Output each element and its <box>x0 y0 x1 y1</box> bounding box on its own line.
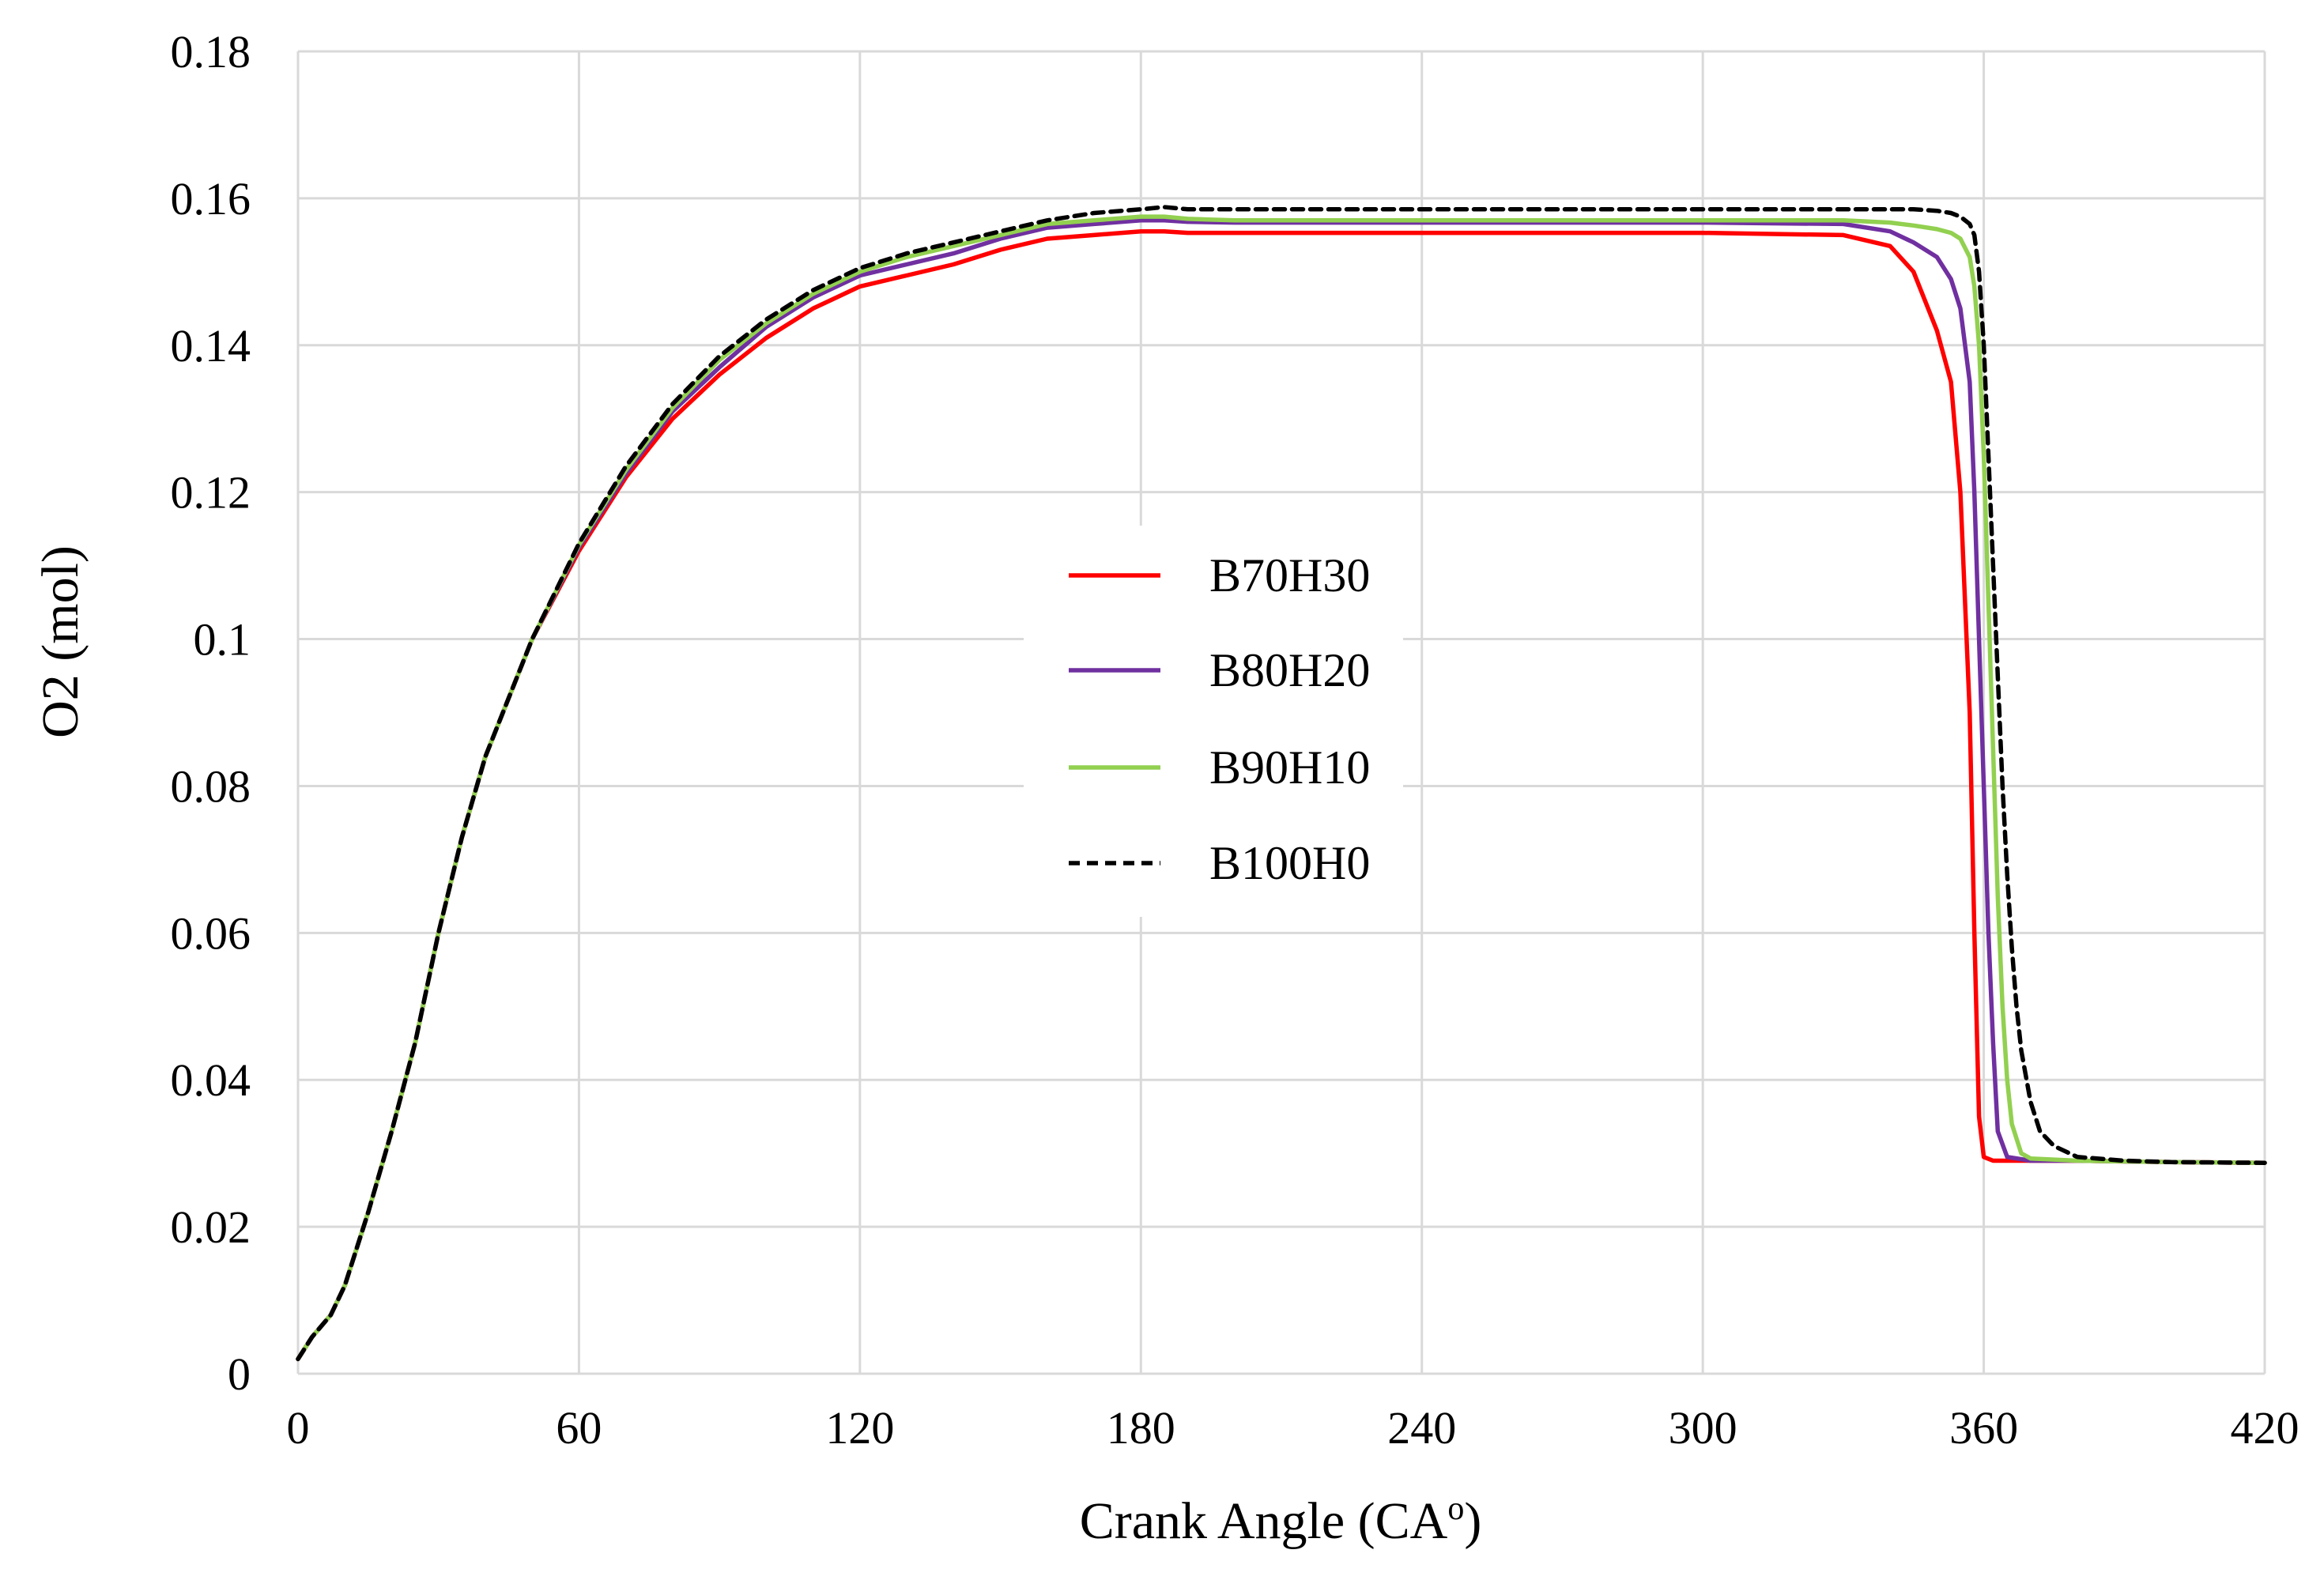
y-tick-label: 0.18 <box>171 26 251 77</box>
y-tick-labels: 0 0.02 0.04 0.06 0.08 0.1 0.12 0.14 0.16 0.18 <box>171 26 251 1400</box>
x-axis-title: Crank Angle (CAo) <box>1080 1491 1482 1550</box>
y-tick-label: 0.06 <box>171 907 251 959</box>
x-tick-label: 240 <box>1387 1402 1456 1454</box>
y-gridlines <box>298 50 2265 1375</box>
legend-label: B100H0 <box>1209 837 1370 889</box>
y-tick-label: 0.08 <box>171 760 251 812</box>
legend-label: B80H20 <box>1209 644 1370 696</box>
x-tick-label: 300 <box>1669 1402 1737 1454</box>
legend-label: B70H30 <box>1209 549 1370 601</box>
x-tick-label: 60 <box>556 1402 602 1454</box>
legend: B70H30 B80H20 B90H10 B100H0 <box>1024 526 1403 917</box>
x-tick-label: 0 <box>287 1402 310 1454</box>
x-tick-label: 420 <box>2231 1402 2299 1454</box>
x-tick-labels: 0 60 120 180 240 300 360 420 <box>287 1402 2299 1454</box>
series-line-b100h0 <box>296 205 2267 1362</box>
y-tick-label: 0.04 <box>171 1054 251 1106</box>
y-tick-label: 0 <box>228 1348 251 1400</box>
y-axis-title: O2 (mol) <box>32 545 89 738</box>
y-tick-label: 0.16 <box>171 173 251 224</box>
y-tick-label: 0.02 <box>171 1201 251 1253</box>
legend-label: B90H10 <box>1209 741 1370 794</box>
x-tick-label: 360 <box>1949 1402 2018 1454</box>
x-tick-label: 120 <box>825 1402 894 1454</box>
series-lines <box>296 205 2267 1362</box>
x-tick-label: 180 <box>1107 1402 1175 1454</box>
legend-background <box>1024 526 1403 917</box>
y-tick-label: 0.12 <box>171 467 251 518</box>
y-tick-label: 0.14 <box>171 320 251 371</box>
y-tick-label: 0.1 <box>194 614 251 666</box>
